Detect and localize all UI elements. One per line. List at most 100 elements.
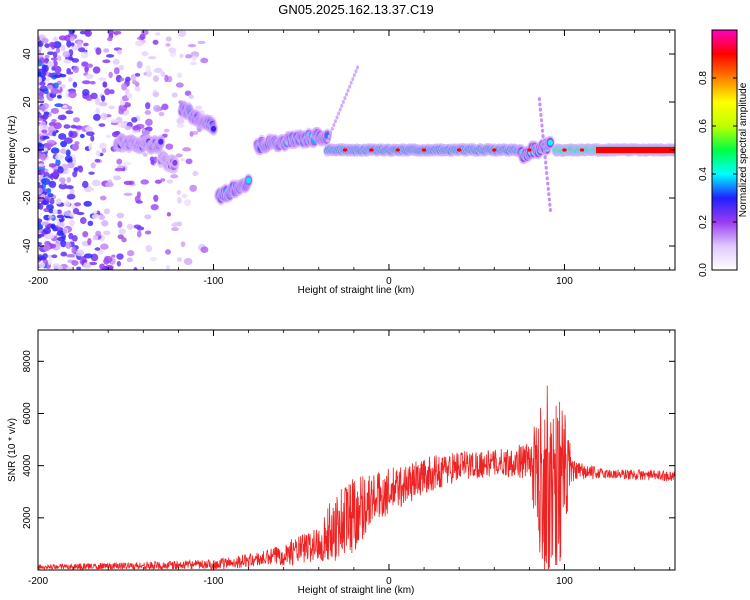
noise-blob: [52, 51, 58, 59]
hotspot: [527, 148, 532, 152]
noise-blob: [54, 65, 62, 74]
spectrogram-noise: [38, 30, 209, 270]
noise-blob: [67, 77, 73, 83]
noise-blob: [48, 174, 53, 179]
noise-blob: [100, 95, 106, 102]
noise-blob: [122, 161, 131, 166]
noise-blob: [71, 246, 77, 254]
noise-blob: [52, 170, 59, 178]
noise-blob: [60, 221, 65, 228]
noise-blob: [78, 47, 86, 53]
streak-dot: [545, 176, 549, 181]
noise-blob: [70, 124, 77, 129]
noise-blob: [63, 228, 68, 235]
noise-blob: [43, 244, 51, 252]
spectral-ridge: [214, 173, 254, 206]
snr-panel: -200 -100 0 100 2000 4000 6000 8000 Height of …: [7, 329, 676, 596]
streak-dot: [546, 181, 550, 186]
noise-blob: [144, 110, 152, 115]
noise-blob: [42, 227, 52, 235]
y-tick-label: 20: [22, 96, 33, 108]
spectral-ridge: [112, 132, 166, 155]
colorbar: 0.0 0.2 0.4 0.6 0.8 Normalized spectral ampl…: [698, 29, 749, 277]
y-tick-label: 2000: [22, 506, 33, 529]
noise-blob: [171, 227, 179, 232]
noise-blob: [123, 192, 133, 196]
noise-blob: [145, 245, 152, 253]
noise-blob: [75, 249, 85, 257]
noise-blob: [117, 220, 123, 228]
noise-blob: [112, 175, 122, 181]
noise-blob: [47, 258, 53, 266]
noise-blob: [58, 183, 68, 190]
noise-blob: [84, 66, 90, 72]
noise-blob: [56, 230, 65, 236]
noise-blob: [176, 123, 185, 128]
noise-blob: [44, 43, 50, 48]
noise-blob: [152, 75, 160, 82]
noise-blob: [41, 104, 46, 112]
noise-blob: [116, 253, 124, 260]
noise-blob: [53, 36, 58, 42]
noise-blob: [145, 102, 151, 110]
noise-blob: [176, 190, 182, 195]
spectral-ridge: [156, 149, 180, 175]
noise-blob: [56, 209, 62, 215]
noise-blob: [44, 142, 54, 148]
noise-blob: [81, 61, 89, 67]
noise-blob: [94, 158, 101, 163]
x-tick-label: -100: [203, 276, 223, 287]
noise-blob: [39, 81, 46, 86]
noise-blob: [62, 104, 68, 109]
noise-blob: [94, 98, 100, 106]
streak-dot: [332, 123, 336, 128]
noise-blob: [118, 64, 125, 71]
streak-dot: [537, 97, 541, 102]
noise-blob: [57, 114, 67, 121]
x-tick-label: 0: [386, 276, 392, 287]
noise-blob: [141, 51, 149, 57]
noise-blob: [48, 208, 54, 214]
noise-blob: [47, 193, 54, 198]
noise-blob: [104, 255, 113, 263]
noise-blob: [60, 240, 67, 248]
noise-blob: [200, 57, 209, 64]
streak-dot: [541, 134, 545, 139]
noise-blob: [87, 237, 92, 246]
streak-dot: [343, 96, 347, 101]
noise-blob: [83, 42, 89, 47]
noise-blob: [66, 253, 75, 258]
spectrogram-x-label: Height of straight line (km): [298, 285, 415, 296]
ridge-core: [245, 177, 252, 184]
noise-blob: [58, 133, 67, 140]
noise-blob: [114, 167, 124, 172]
noise-blob: [136, 230, 142, 238]
noise-blob: [112, 58, 120, 65]
noise-blob: [116, 260, 121, 267]
noise-blob: [83, 200, 92, 207]
noise-blob: [155, 32, 161, 36]
noise-blob: [66, 176, 72, 183]
noise-blob: [38, 187, 43, 195]
noise-blob: [50, 223, 56, 230]
noise-blob: [46, 46, 53, 52]
noise-blob: [125, 76, 131, 82]
noise-blob: [110, 119, 119, 124]
noise-blob: [119, 77, 125, 82]
noise-blob: [177, 30, 187, 37]
colorbar-gradient: [712, 30, 737, 270]
noise-blob: [52, 131, 57, 137]
noise-blob: [63, 210, 71, 217]
streak-dot: [538, 107, 543, 112]
streak-dot: [327, 134, 331, 139]
noise-blob: [47, 84, 53, 90]
noise-blob: [98, 123, 106, 127]
noise-blob: [121, 83, 128, 91]
noise-blob: [55, 47, 61, 54]
noise-blob: [142, 152, 148, 157]
noise-blob: [118, 108, 125, 115]
noise-blob: [42, 135, 50, 140]
noise-blob: [136, 60, 143, 69]
noise-blob: [48, 72, 55, 78]
noise-blob: [184, 90, 192, 96]
